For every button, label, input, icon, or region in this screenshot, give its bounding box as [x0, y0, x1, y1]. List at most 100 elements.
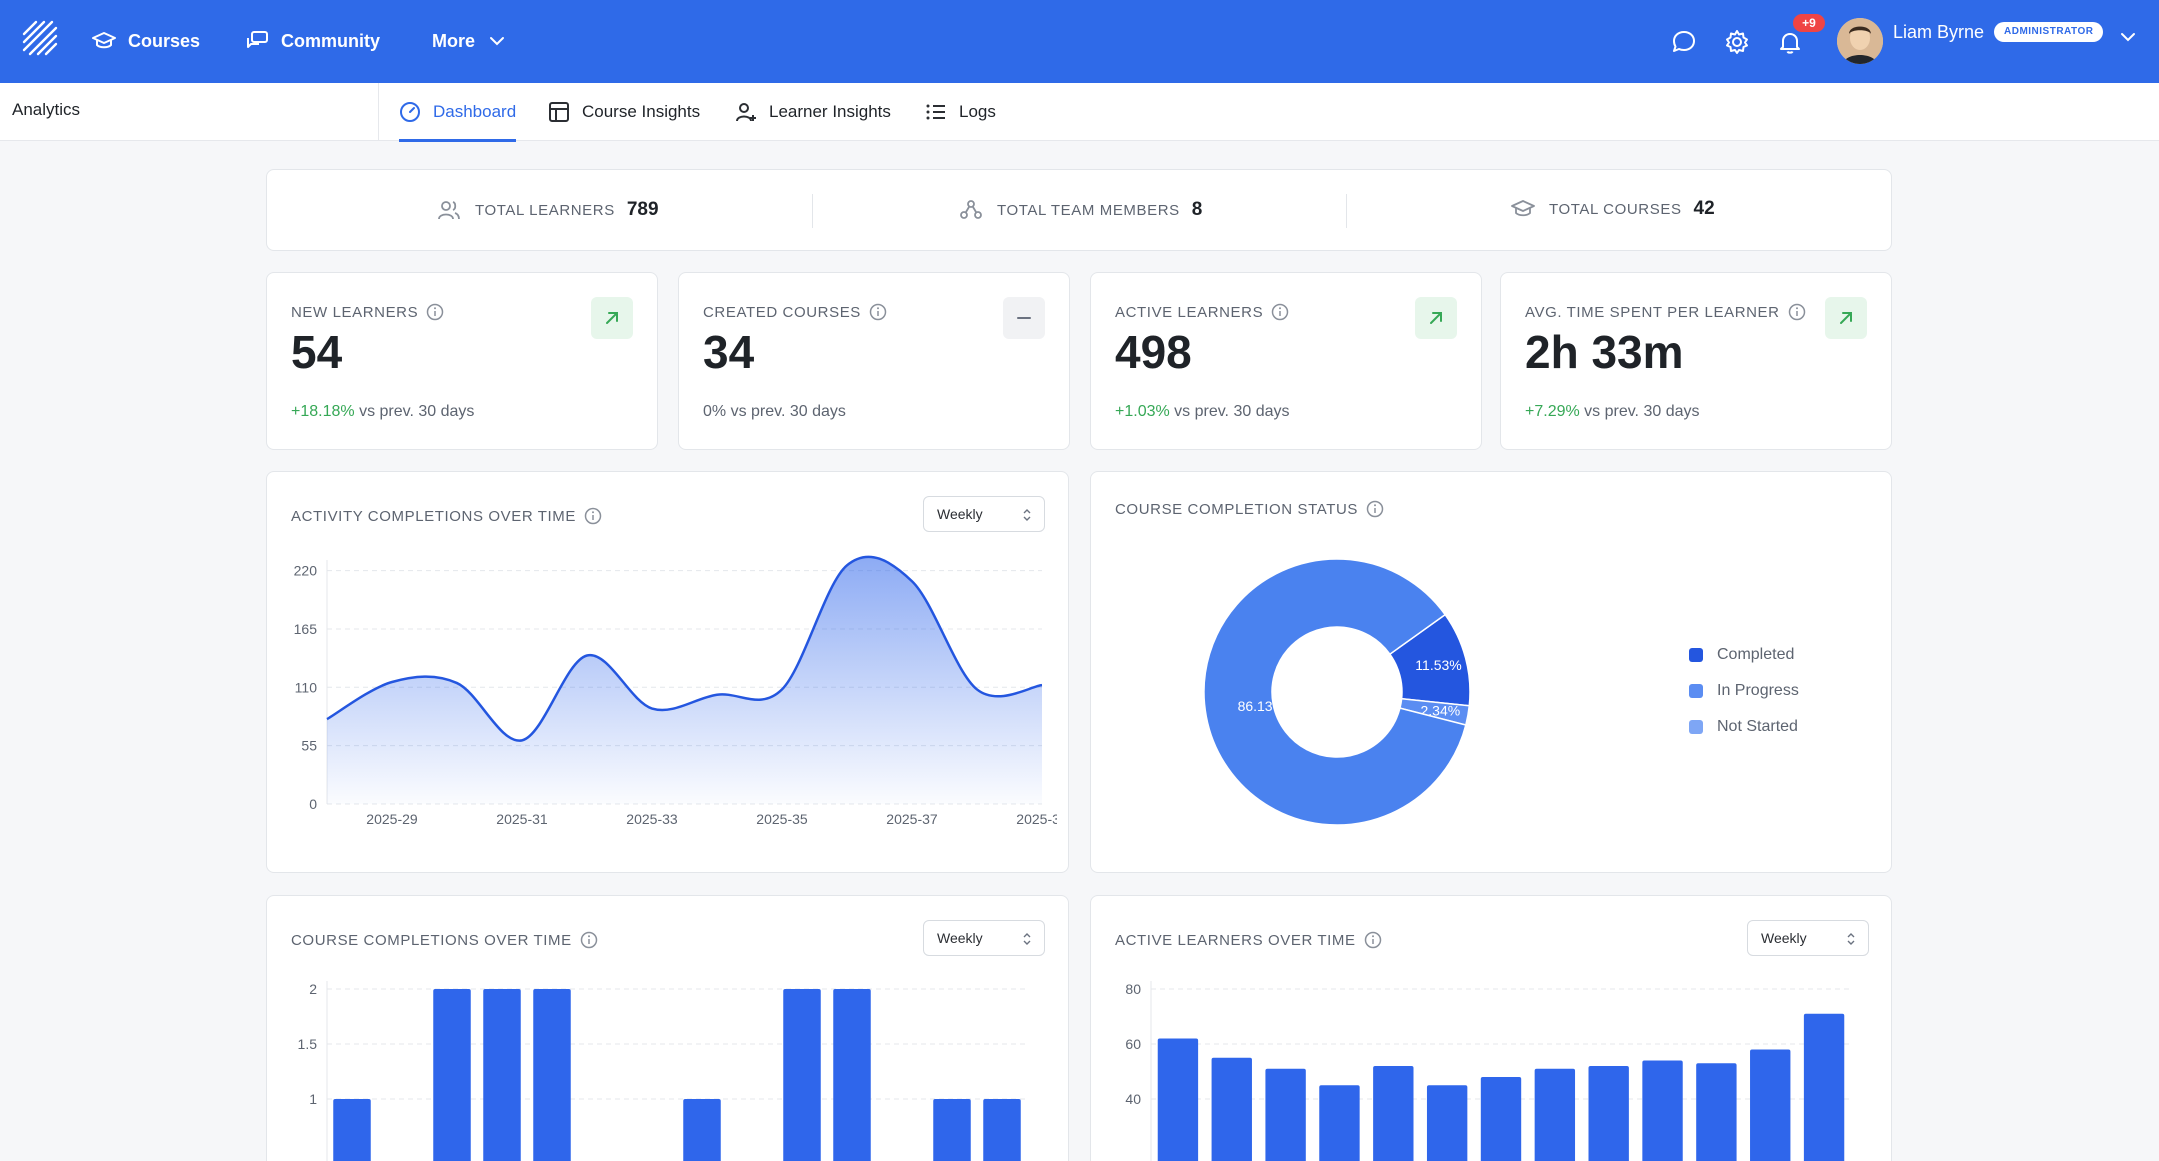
y-tick-label: 1.5 [298, 1036, 318, 1052]
interval-select[interactable]: Weekly [923, 920, 1045, 956]
total-learners: TOTAL LEARNERS 789 [437, 198, 659, 222]
tab-course-insights-label: Course Insights [582, 102, 701, 121]
tab-logs[interactable]: Logs [925, 83, 996, 141]
kpi-label: NEW LEARNERS [291, 303, 444, 321]
nav-courses-label: Courses [128, 30, 201, 51]
bar [1157, 1038, 1199, 1161]
panel-title: ACTIVE LEARNERS OVER TIME [1115, 931, 1382, 949]
x-tick-label: 2025-29 [366, 811, 418, 827]
legend-not-started[interactable]: Not Started [1689, 718, 1798, 736]
brand-logo-icon[interactable] [22, 20, 58, 56]
users-icon [438, 201, 460, 220]
x-tick-label: 2025-31 [496, 811, 548, 827]
bar [433, 989, 471, 1161]
kpi-value: 34 [703, 326, 755, 378]
slice-label: 86.13% [1238, 698, 1285, 714]
notifications-bell-icon[interactable] [1776, 28, 1804, 56]
trend-badge [1415, 297, 1457, 339]
graduation-cap-icon [1511, 200, 1535, 217]
kpi-change-percent: +7.29% [1525, 403, 1580, 420]
panel-title: COURSE COMPLETION STATUS [1115, 500, 1384, 518]
total-courses: TOTAL COURSES 42 [1511, 198, 1715, 220]
tab-learner-insights-label: Learner Insights [769, 102, 891, 121]
user-menu-chevron-icon[interactable] [2120, 32, 2136, 42]
total-learners-label: TOTAL LEARNERS [475, 201, 615, 219]
select-updown-icon [1023, 509, 1031, 521]
bar [1750, 1049, 1791, 1161]
top-navigation-bar: Courses Community More +9 Liam Byrne ADM… [0, 0, 2159, 83]
tab-dashboard[interactable]: Dashboard [399, 83, 517, 142]
bar [983, 1099, 1021, 1161]
legend-completed[interactable]: Completed [1689, 646, 1794, 664]
bar [1265, 1068, 1306, 1161]
info-icon[interactable] [580, 931, 598, 949]
panel-title: ACTIVITY COMPLETIONS OVER TIME [291, 507, 602, 525]
trend-badge [591, 297, 633, 339]
bar [533, 989, 571, 1161]
user-name: Liam Byrne [1893, 22, 1985, 42]
total-courses-value: 42 [1693, 198, 1715, 219]
kpi-card-new-learners: NEW LEARNERS 54 +18.18% vs prev. 30 days [266, 272, 658, 450]
y-tick-label: 80 [1125, 981, 1141, 997]
team-icon [960, 200, 982, 219]
nav-more-label: More [432, 30, 476, 51]
legend-swatch [1689, 684, 1703, 698]
bar [933, 1099, 971, 1161]
nav-more[interactable]: More [432, 26, 505, 56]
info-icon[interactable] [1271, 303, 1289, 321]
bar [1696, 1063, 1737, 1161]
kpi-label: ACTIVE LEARNERS [1115, 303, 1289, 321]
select-updown-icon [1023, 933, 1031, 945]
bar [333, 1099, 371, 1161]
analytics-subnav: Analytics Dashboard Course Insights Lear… [0, 83, 2159, 142]
bar [1373, 1066, 1414, 1161]
messages-icon[interactable] [1670, 28, 1698, 56]
completion-status-donut: 11.53% 2.34% 86.13% [1203, 558, 1471, 826]
info-icon[interactable] [584, 507, 602, 525]
info-icon[interactable] [1788, 303, 1806, 321]
legend-swatch [1689, 720, 1703, 734]
kpi-change-percent: 0% [703, 403, 727, 420]
legend-in-progress[interactable]: In Progress [1689, 682, 1799, 700]
bar [483, 989, 521, 1161]
tab-dashboard-label: Dashboard [433, 102, 517, 121]
info-icon[interactable] [869, 303, 887, 321]
interval-select[interactable]: Weekly [923, 496, 1045, 532]
bar [783, 989, 821, 1161]
y-tick-label: 55 [301, 738, 317, 754]
arrow-up-right-icon [1430, 312, 1442, 324]
nav-community[interactable]: Community [245, 26, 380, 56]
kpi-change-percent: +18.18% [291, 403, 355, 420]
tab-learner-insights[interactable]: Learner Insights [735, 83, 891, 141]
kpi-change-suffix: vs prev. 30 days [730, 403, 846, 420]
bar [1642, 1060, 1683, 1161]
info-icon[interactable] [1364, 931, 1382, 949]
nav-courses[interactable]: Courses [92, 26, 200, 56]
list-icon [926, 104, 945, 120]
y-tick-label: 165 [294, 621, 318, 637]
bar [1211, 1057, 1252, 1161]
panel-title-text: ACTIVITY COMPLETIONS OVER TIME [291, 507, 576, 525]
table-icon [549, 102, 569, 122]
info-icon[interactable] [1366, 500, 1384, 518]
kpi-card-avg-time: AVG. TIME SPENT PER LEARNER 2h 33m +7.29… [1500, 272, 1892, 450]
arrow-up-right-icon [606, 312, 618, 324]
interval-select[interactable]: Weekly [1747, 920, 1869, 956]
active-learners-chart: 40 60 80 [1125, 981, 1851, 1161]
x-tick-label: 2025-35 [756, 811, 808, 827]
info-icon[interactable] [426, 303, 444, 321]
course-completions-panel: COURSE COMPLETIONS OVER TIME Weekly 1 1.5… [266, 895, 1069, 1161]
tab-course-insights[interactable]: Course Insights [548, 83, 700, 141]
total-team-members-label: TOTAL TEAM MEMBERS [997, 201, 1180, 219]
legend-label: In Progress [1717, 682, 1799, 699]
kpi-change-suffix: vs prev. 30 days [1174, 403, 1290, 420]
chevron-down-icon [490, 37, 505, 46]
kpi-change: 0% vs prev. 30 days [703, 403, 846, 421]
activity-completions-panel: ACTIVITY COMPLETIONS OVER TIME Weekly 0 5… [266, 471, 1069, 873]
settings-gear-icon[interactable] [1723, 28, 1751, 56]
legend-label: Completed [1717, 646, 1795, 663]
user-avatar[interactable] [1837, 18, 1883, 64]
select-updown-icon [1847, 933, 1855, 945]
arrow-up-right-icon [1840, 312, 1852, 324]
y-tick-label: 110 [295, 679, 318, 695]
